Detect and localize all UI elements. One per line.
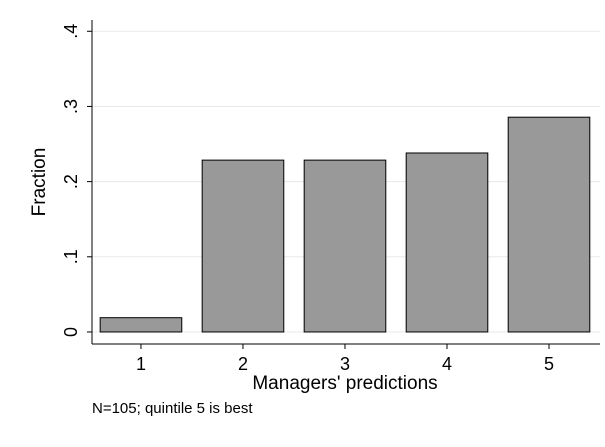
y-axis-title: Fraction xyxy=(29,148,50,217)
y-tick-label: .1 xyxy=(61,249,81,264)
bar xyxy=(405,152,489,333)
bar xyxy=(507,116,591,333)
x-axis-title: Managers' predictions xyxy=(252,373,437,394)
x-tick-label: 5 xyxy=(544,354,554,374)
bar xyxy=(303,159,387,333)
y-tick-label: .3 xyxy=(61,99,81,114)
x-tick-label: 4 xyxy=(442,354,452,374)
y-tick-label: .4 xyxy=(61,24,81,39)
bar xyxy=(99,317,183,333)
x-tick-label: 2 xyxy=(238,354,248,374)
x-tick-label: 1 xyxy=(136,354,146,374)
x-tick-label: 3 xyxy=(340,354,350,374)
y-tick-label: .2 xyxy=(61,174,81,189)
y-tick-label: 0 xyxy=(61,327,81,337)
bar xyxy=(201,159,285,333)
note: N=105; quintile 5 is best xyxy=(92,400,253,417)
